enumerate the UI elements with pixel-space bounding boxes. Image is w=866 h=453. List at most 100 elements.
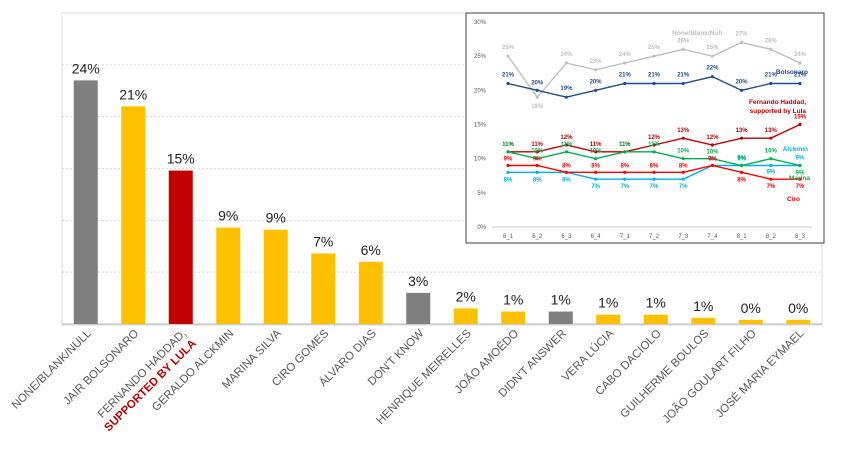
inset-point <box>681 177 685 181</box>
inset-point-label: 13% <box>736 128 749 134</box>
inset-point <box>564 95 569 99</box>
inset-point-label: 24% <box>794 52 807 58</box>
data-label: 3% <box>408 273 428 289</box>
inset-point-label: 7% <box>766 184 775 190</box>
inset-point-label: 8% <box>679 163 688 169</box>
inset-point <box>798 81 802 86</box>
data-label: 0% <box>788 300 808 316</box>
inset-series-name: Ciro <box>787 196 800 203</box>
data-label: 1% <box>693 298 713 314</box>
inset-y-tick: 20% <box>474 88 487 94</box>
inset-point-label: 7% <box>679 184 688 190</box>
inset-point <box>535 88 539 92</box>
inset-x-tick: 6_2 <box>532 234 543 240</box>
inset-point <box>769 157 773 161</box>
inset-point-label: 11% <box>561 142 573 148</box>
inset-point-label: 12% <box>560 135 573 141</box>
bar <box>786 319 811 324</box>
inset-point-label: 13% <box>677 128 690 134</box>
inset-point-label: 8% <box>591 163 600 169</box>
inset-point-label: 9% <box>708 157 717 163</box>
inset-point-label: 15% <box>794 115 807 121</box>
bar <box>216 227 241 324</box>
inset-point <box>564 150 569 154</box>
inset-point-label: 11% <box>619 142 631 148</box>
inset-point <box>769 177 773 181</box>
inset-point-label: 8% <box>650 163 659 169</box>
inset-point-label: 24% <box>560 52 573 58</box>
inset-point-label: 10% <box>765 149 778 155</box>
inset-point <box>594 170 598 174</box>
inset-point <box>798 61 802 65</box>
data-label: 21% <box>119 86 147 102</box>
inset-point-label: 21% <box>648 73 661 79</box>
inset-point-label: 9% <box>796 171 805 177</box>
inset-point-label: 19% <box>560 86 573 92</box>
inset-point-label: 25% <box>648 45 661 51</box>
inset-point <box>506 163 510 168</box>
inset-point <box>740 88 744 92</box>
inset-point <box>740 163 744 168</box>
data-labels: 24% 21% 15% 9% 9% 7% 6% 3% 2% 1% 1% 1% 1% 1% 0% 0% <box>72 60 809 315</box>
inset-series-name: Alckmin <box>783 146 808 153</box>
inset-point <box>710 54 715 58</box>
inset-point <box>594 150 598 154</box>
inset-point-label: 22% <box>706 66 719 72</box>
inset-point <box>564 170 569 174</box>
inset-point <box>769 47 773 51</box>
inset-point <box>652 170 656 174</box>
inset-point-label: 20% <box>531 80 544 86</box>
inset-y-tick: 30% <box>474 20 487 26</box>
inset-point <box>652 54 656 58</box>
bars <box>73 80 811 324</box>
inset-point-label: 11% <box>531 142 543 148</box>
inset-point <box>769 163 773 168</box>
inset-point-label: 21% <box>794 73 807 79</box>
inset-point-label: 7% <box>650 184 659 190</box>
data-label: 0% <box>741 300 761 316</box>
data-label: 1% <box>551 292 571 308</box>
inset-point <box>681 136 685 140</box>
inset-y-tick: 0% <box>477 225 486 231</box>
inset-point-label: 21% <box>502 73 515 79</box>
inset-point <box>681 170 685 174</box>
bar <box>596 314 621 324</box>
bar <box>311 253 336 324</box>
inset-point-label: 9% <box>708 157 717 163</box>
data-label: 2% <box>456 288 476 304</box>
inset-point <box>564 143 569 147</box>
inset-point <box>681 157 685 161</box>
inset-point-label: 9% <box>504 157 513 163</box>
trend-inset: 0% 5% 10% 15% 20% 25% 30% 6_1 6_2 6_3 6_4 7_1 7_2 7_3… <box>465 12 825 244</box>
inset-point <box>623 81 627 86</box>
inset-point-label: 11% <box>502 142 514 148</box>
bar <box>453 308 478 324</box>
inset-point <box>594 88 598 92</box>
bar <box>501 311 526 324</box>
inset-x-tick: 8_1 <box>737 234 748 240</box>
data-label: 9% <box>266 210 286 226</box>
data-label: 7% <box>313 234 333 250</box>
inset-point-label: 23% <box>590 59 603 65</box>
inset-y-tick: 10% <box>474 157 487 163</box>
inset-x-tick: 6_1 <box>503 234 514 240</box>
inset-point-label: 11% <box>590 142 602 148</box>
inset-point-label: 7% <box>796 184 805 190</box>
inset-point <box>506 170 510 174</box>
data-label: 1% <box>598 295 618 311</box>
inset-point-label: 19% <box>531 104 544 110</box>
data-label: 15% <box>167 151 195 167</box>
inset-y-tick: 5% <box>477 191 486 197</box>
data-label: 9% <box>218 208 238 224</box>
bar <box>691 317 716 324</box>
inset-series-name: Bolsonaro <box>776 69 808 76</box>
inset-point-label: 9% <box>737 157 746 163</box>
inset-point-label: 8% <box>562 163 571 169</box>
inset-point-label: 26% <box>765 38 778 44</box>
inset-point <box>594 68 598 72</box>
inset-point <box>710 163 715 168</box>
inset-point <box>564 61 569 65</box>
